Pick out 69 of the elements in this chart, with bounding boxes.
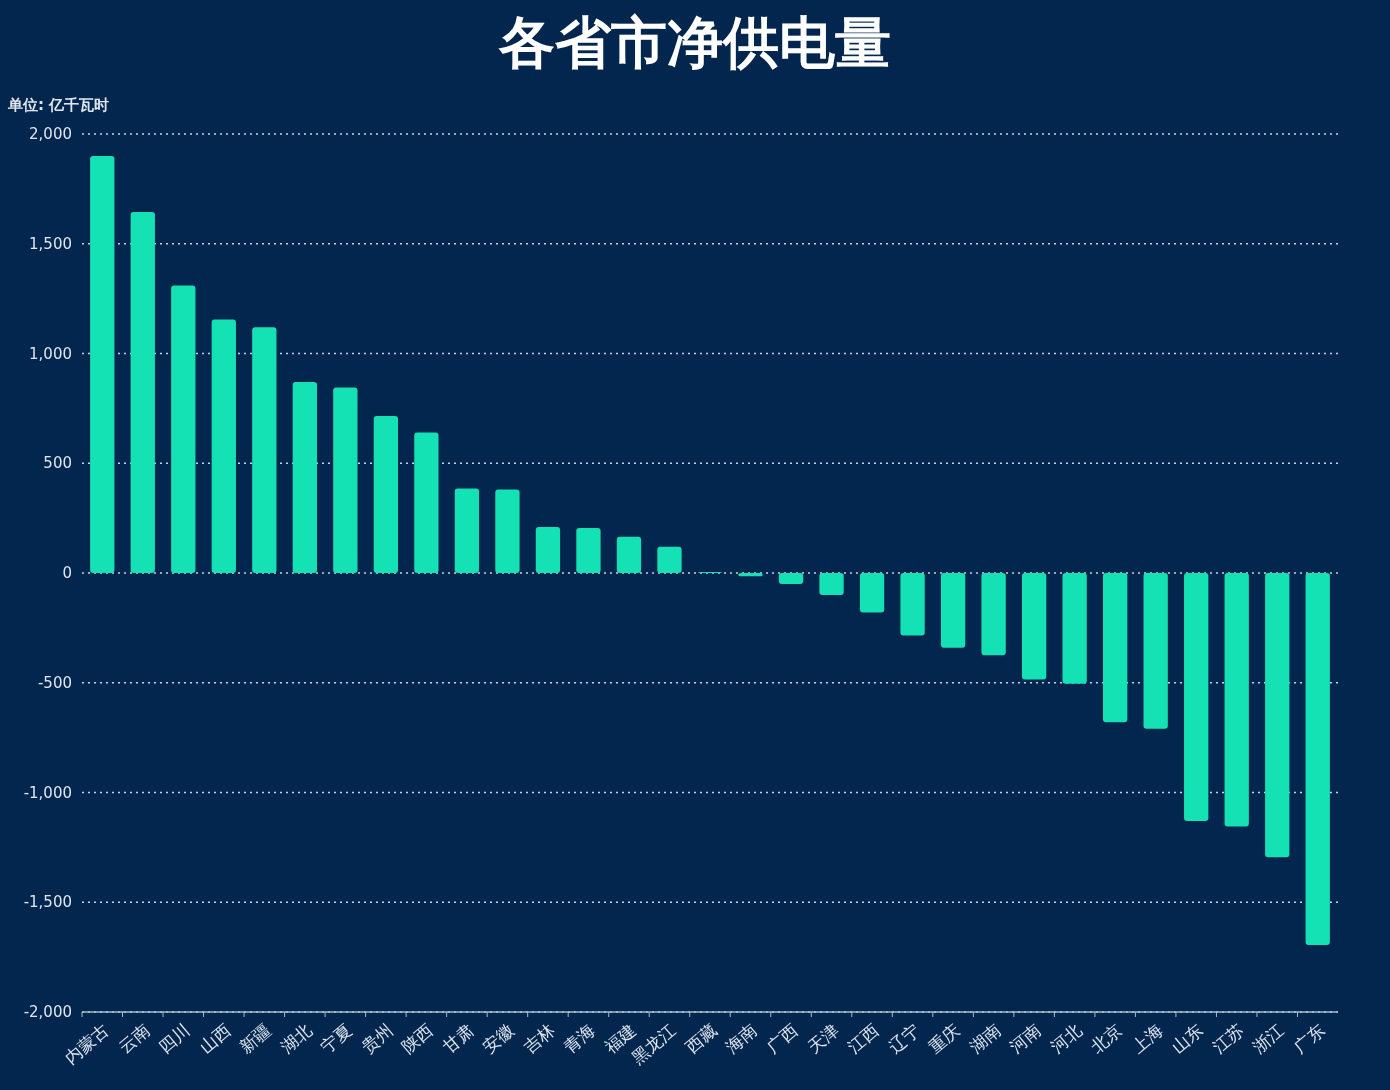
y-tick-label: 1,000: [29, 344, 72, 363]
x-tick-label: 北京: [1086, 1019, 1126, 1057]
x-tick-label: 安徽: [479, 1019, 518, 1057]
bar: [333, 387, 358, 573]
y-tick-label: 0: [62, 564, 72, 582]
x-tick-label: 西藏: [681, 1019, 721, 1057]
y-tick-label: 1,500: [29, 234, 72, 253]
y-tick-label: -1,500: [23, 893, 72, 912]
x-tick-label: 山西: [195, 1019, 235, 1057]
bar: [1265, 573, 1290, 858]
x-tick-label: 浙江: [1248, 1019, 1288, 1057]
x-tick-label: 宁夏: [317, 1019, 356, 1057]
y-tick-label: 500: [43, 454, 72, 473]
x-tick-label: 上海: [1127, 1019, 1167, 1057]
bar: [981, 573, 1006, 656]
bar: [130, 211, 155, 573]
bar: [900, 573, 925, 636]
x-tick-label: 辽宁: [884, 1019, 924, 1057]
x-tick-label: 湖北: [276, 1019, 316, 1057]
x-tick-label: 青海: [560, 1019, 600, 1057]
x-tick-label: 内蒙古: [60, 1019, 113, 1068]
x-tick-label: 江苏: [1208, 1019, 1248, 1057]
bar: [819, 573, 844, 595]
bar: [940, 573, 966, 648]
bar: [859, 573, 885, 613]
bar: [495, 489, 520, 573]
x-tick-label: 湖南: [965, 1019, 1005, 1057]
x-tick-label: 江西: [843, 1019, 883, 1057]
bar: [1021, 573, 1047, 680]
bar: [292, 382, 317, 573]
x-tick-label: 重庆: [924, 1019, 964, 1057]
x-tick-label: 贵州: [357, 1019, 397, 1057]
bar: [252, 327, 277, 573]
y-axis-title: 单位: 亿千瓦时: [7, 96, 110, 114]
chart-title: 各省市净供电量: [498, 10, 891, 75]
bar: [778, 573, 804, 584]
bar: [373, 416, 399, 573]
x-tick-label: 天津: [803, 1019, 843, 1057]
x-tick-label: 广西: [762, 1019, 802, 1057]
x-tick-label: 海南: [722, 1019, 762, 1057]
x-tick-label: 四川: [154, 1019, 194, 1057]
bar: [454, 488, 480, 573]
bar: [90, 155, 115, 573]
x-tick-label: 吉林: [519, 1019, 559, 1057]
bar: [414, 432, 439, 573]
bar: [1143, 573, 1168, 729]
bar: [616, 536, 642, 573]
x-tick-label: 新疆: [235, 1019, 275, 1057]
bar: [535, 526, 561, 573]
bar: [1184, 573, 1209, 822]
x-tick-label: 广东: [1289, 1019, 1329, 1057]
y-tick-label: -2,000: [23, 1003, 72, 1021]
bar: [1103, 573, 1128, 723]
x-tick-label: 山东: [1167, 1019, 1207, 1057]
bar: [211, 319, 236, 573]
bar: [171, 285, 196, 573]
y-tick-label: -500: [37, 673, 72, 692]
x-tick-label: 河北: [1046, 1019, 1086, 1057]
x-tick-label: 河南: [1005, 1019, 1045, 1057]
bar: [1224, 573, 1249, 827]
bar: [657, 546, 682, 573]
x-tick-label: 甘肃: [438, 1019, 478, 1057]
bar: [1305, 573, 1330, 946]
bar: [1062, 573, 1087, 684]
x-tick-label: 陕西: [398, 1019, 437, 1057]
bar: [576, 528, 601, 573]
x-tick-label: 云南: [114, 1019, 154, 1057]
y-tick-label: 2,000: [29, 125, 72, 143]
y-tick-label: -1,000: [23, 783, 72, 802]
